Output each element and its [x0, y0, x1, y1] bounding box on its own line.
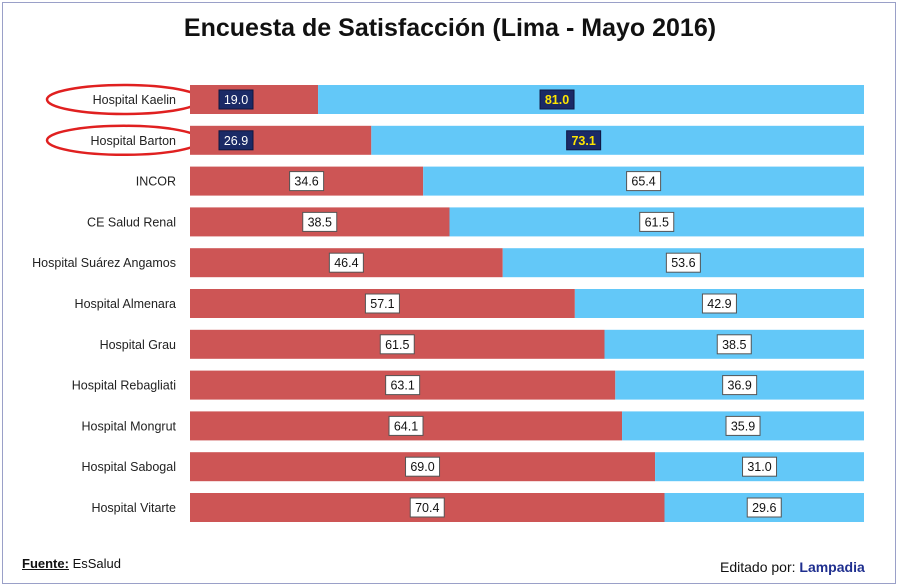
value-label: 38.5 — [722, 338, 746, 352]
value-label: 26.9 — [224, 134, 248, 148]
value-label: 61.5 — [385, 338, 409, 352]
value-label-box — [665, 252, 701, 273]
value-label-box — [302, 211, 338, 232]
value-label-box — [218, 89, 254, 110]
value-label-box — [725, 415, 761, 436]
category-label: Hospital Vitarte — [91, 501, 176, 515]
bar-segment-first — [190, 85, 319, 114]
bar-segment-second — [318, 85, 864, 114]
value-label: 57.1 — [370, 297, 394, 311]
category-label: Hospital Almenara — [75, 297, 176, 311]
value-label-box — [385, 375, 421, 396]
value-label: 53.6 — [671, 256, 695, 270]
source-label: Fuente: — [22, 556, 69, 571]
chart-title: Encuesta de Satisfacción (Lima - Mayo 20… — [183, 14, 717, 42]
editor-label: Editado por: — [720, 559, 796, 575]
value-label-box — [409, 497, 445, 518]
category-label: Hospital Barton — [91, 134, 177, 148]
editor-brand: Lampadia — [799, 559, 865, 575]
value-label-box — [746, 497, 782, 518]
bar-segment-first — [190, 125, 372, 155]
category-label: Hospital Rebagliati — [72, 379, 176, 393]
value-label: 64.1 — [394, 419, 418, 433]
value-label-box — [328, 252, 364, 273]
bar-segment-second — [371, 125, 864, 155]
value-label: 73.1 — [571, 134, 595, 148]
value-label: 81.0 — [545, 93, 569, 107]
value-label: 63.1 — [390, 379, 414, 393]
category-label: Hospital Suárez Angamos — [32, 256, 176, 270]
value-label-box — [289, 171, 325, 192]
value-label-box — [722, 375, 758, 396]
value-label-box — [716, 334, 752, 355]
category-label: CE Salud Renal — [87, 215, 176, 229]
value-label-box — [639, 211, 675, 232]
value-label-box — [701, 293, 737, 314]
value-label: 61.5 — [645, 215, 669, 229]
value-label: 29.6 — [752, 501, 776, 515]
value-label: 65.4 — [631, 175, 655, 189]
value-label-box — [388, 415, 424, 436]
value-label: 38.5 — [308, 215, 332, 229]
category-label: Hospital Mongrut — [82, 419, 177, 433]
source-note: Fuente: EsSalud — [22, 556, 121, 571]
category-label: Hospital Sabogal — [81, 460, 176, 474]
value-label: 36.9 — [727, 379, 751, 393]
value-label: 31.0 — [747, 460, 771, 474]
value-label: 19.0 — [224, 93, 248, 107]
value-label: 35.9 — [731, 419, 755, 433]
value-label-box — [742, 456, 778, 477]
value-label-box — [379, 334, 415, 355]
value-label-box — [626, 171, 662, 192]
value-label: 70.4 — [415, 501, 439, 515]
category-label: INCOR — [136, 175, 176, 189]
editor-note: Editado por: Lampadia — [720, 559, 865, 575]
value-label-box — [218, 130, 254, 151]
value-label: 46.4 — [334, 256, 358, 270]
category-label: Hospital Kaelin — [93, 93, 176, 107]
source-value: EsSalud — [72, 556, 121, 571]
value-label-box — [364, 293, 400, 314]
value-label-box — [405, 456, 441, 477]
value-label: 69.0 — [410, 460, 434, 474]
value-label-box — [539, 89, 575, 110]
value-label: 34.6 — [294, 175, 318, 189]
value-label: 42.9 — [707, 297, 731, 311]
value-label-box — [566, 130, 602, 151]
category-label: Hospital Grau — [100, 338, 176, 352]
